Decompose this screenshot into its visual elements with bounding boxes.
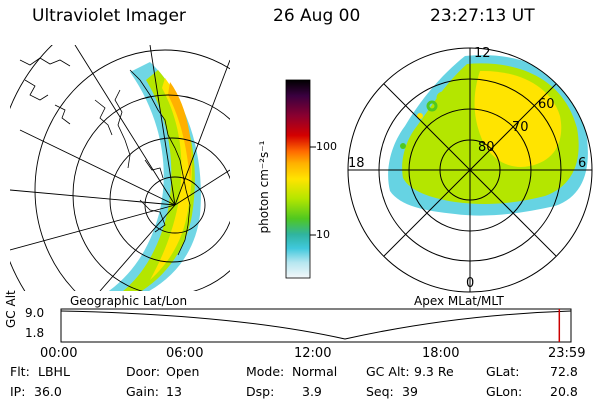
mlat-label-60: 60 [538,97,555,112]
status-gain-value: 13 [166,384,182,399]
status-glat-label: GLat: [486,364,520,379]
status-ip-value: 36.0 [34,384,62,399]
status-door-label: Door: [126,364,161,379]
status-dsp-label: Dsp: [246,384,275,399]
time-label: 23:27:13 UT [430,6,535,26]
status-glon-value: 20.8 [550,384,578,399]
coastline-outlines [19,57,191,256]
status-flt-value: LBHL [38,364,70,379]
status-gain-label: Gain: [126,384,159,399]
status-seq-label: Seq: [366,384,394,399]
status-gcalt-value: 9.3 Re [414,364,454,379]
timeline-xtick-2359: 23:59 [548,346,586,361]
status-door-value: Open [166,364,200,379]
mlt-label-0: 0 [466,276,475,291]
timeline-altitude-curve [60,310,572,340]
polar-aurora-patch [436,91,450,105]
right-panel-label: Apex MLat/MLT [414,294,504,308]
timeline-plot [60,308,572,343]
mlat-label-70: 70 [512,120,529,135]
colorbar-svg [285,79,316,279]
polar-aurora-patch [400,143,406,149]
status-gcalt-label: GC Alt: [366,364,410,379]
aurora-band-peak [168,82,192,180]
colorbar-tick-label-10: 10 [316,228,330,241]
polar-aurora-patch [417,113,423,119]
timeline-ytick-low: 1.8 [25,326,45,340]
polar-image-panel [347,47,593,293]
geographic-image-panel [10,45,230,291]
status-glat-value: 72.8 [550,364,578,379]
status-flt-label: Flt: [10,364,30,379]
timeline-xtick-0600: 06:00 [166,346,204,361]
timeline-axis-label: GC Alt [4,290,18,328]
timeline-xtick-1800: 18:00 [422,346,460,361]
mlt-label-6: 6 [578,156,587,171]
left-panel-label: Geographic Lat/Lon [70,294,188,308]
instrument-title: Ultraviolet Imager [32,6,186,26]
timeline-ytick-high: 9.0 [25,306,45,320]
status-glon-label: GLon: [486,384,523,399]
status-dsp-value: 3.9 [302,384,322,399]
polar-grid [347,47,593,293]
date-label: 26 Aug 00 [273,6,361,26]
status-seq-value: 39 [402,384,418,399]
status-mode-value: Normal [292,364,338,379]
mlt-label-12: 12 [474,46,491,61]
colorbar-unit-label: photon cm⁻²s⁻¹ [257,140,271,234]
colorbar-gradient [285,79,311,279]
mlt-label-18: 18 [348,156,365,171]
colorbar-tick-label-100: 100 [316,140,337,153]
timeline-xtick-0000: 00:00 [40,346,78,361]
mlat-label-80: 80 [478,140,495,155]
status-ip-label: IP: [10,384,26,399]
timeline-xtick-1200: 12:00 [294,346,332,361]
status-mode-label: Mode: [246,364,285,379]
geo-grid-lines [10,45,230,291]
polar-aurora-inner [474,70,562,167]
polar-aurora-patch [426,100,438,112]
